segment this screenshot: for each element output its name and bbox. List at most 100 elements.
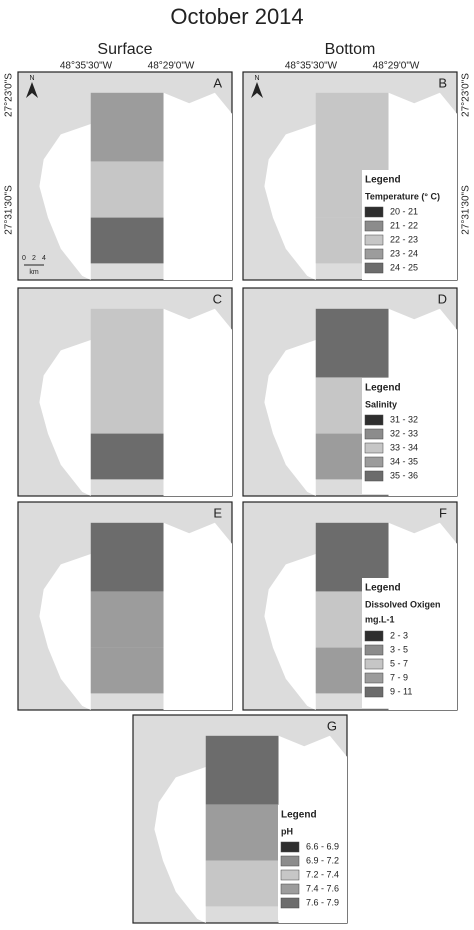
legend-units: mg.L-1 [365,614,395,624]
map-panel [17,287,233,497]
legend-title: Temperature (° C) [365,191,440,201]
contour-zone [90,161,164,218]
legend-swatch [364,262,384,274]
map-water [39,340,91,496]
legend-label: 31 - 32 [390,414,418,424]
legend-swatch [364,672,384,684]
scale-unit: km [29,269,39,276]
column-title: Bottom [325,41,376,58]
legend-label: 34 - 35 [390,456,418,466]
map-water [39,124,91,280]
map-panel [17,71,233,281]
latitude-label: 27°31'30"S [461,185,472,235]
contour-zone [90,217,164,264]
panel-label: C [213,291,222,306]
legend-title: Salinity [365,399,397,409]
legend-label: 22 - 23 [390,234,418,244]
panel-label: F [439,505,447,520]
legend-swatch [364,644,384,656]
north-label: N [29,75,34,82]
contour-zone [90,92,164,162]
legend-label: 32 - 33 [390,428,418,438]
column-title: Surface [97,41,152,58]
legend-swatch [364,206,384,218]
panel-label: G [327,718,337,733]
legend-swatch [364,220,384,232]
map-water [154,767,206,923]
scale-tick: 0 [22,255,26,262]
legend-label: 20 - 21 [390,206,418,216]
contour-zone [90,308,164,378]
legend-title: Dissolved Oxigen [365,599,441,609]
panel-label: B [438,75,447,90]
legend-label: 9 - 11 [390,686,412,696]
latitude-label: 27°31'30"S [4,185,15,235]
contour-zone [205,860,279,907]
map-panel [17,501,233,711]
legend-swatch [280,897,300,909]
north-arrow [26,82,38,98]
legend-swatch [280,855,300,867]
legend-label: 24 - 25 [390,262,418,272]
legend-label: 7.6 - 7.9 [306,897,339,907]
contour-zone [90,377,164,434]
panel-label: D [438,291,447,306]
contour-zone [90,433,164,480]
legend-swatch [364,248,384,260]
contour-zone [315,92,389,162]
figure-title: October 2014 [170,4,303,29]
panel-label: E [213,505,222,520]
longitude-label: 48°29'0"W [148,61,195,72]
legend-swatch [364,686,384,698]
legend-title: pH [281,826,293,836]
legend-swatch [364,470,384,482]
contour-zone [315,308,389,378]
legend-swatch [364,630,384,642]
legend-label: 7 - 9 [390,672,408,682]
map-water [264,554,316,710]
longitude-label: 48°29'0"W [373,61,420,72]
legend-label: 7.2 - 7.4 [306,869,339,879]
legend-label: 21 - 22 [390,220,418,230]
legend-heading: Legend [365,383,401,394]
map-water [39,554,91,710]
longitude-label: 48°35'30"W [60,61,113,72]
legend-label: 7.4 - 7.6 [306,883,339,893]
latitude-label: 27°23'0"S [4,73,15,117]
map-water [163,522,232,710]
legend-label: 23 - 24 [390,248,418,258]
legend-swatch [280,841,300,853]
panel-label: A [213,75,222,90]
legend-label: 5 - 7 [390,658,408,668]
north-arrow [251,82,263,98]
legend-box [362,578,456,708]
north-label: N [254,75,259,82]
legend-swatch [364,658,384,670]
legend-swatch [280,869,300,881]
legend-label: 33 - 34 [390,442,418,452]
map-water [163,92,232,280]
legend-swatch [280,883,300,895]
legend-heading: Legend [365,583,401,594]
legend-heading: Legend [365,175,401,186]
contour-zone [205,735,279,805]
latitude-label: 27°23'0"S [461,73,472,117]
contour-zone [90,591,164,648]
scale-tick: 4 [42,255,46,262]
legend-label: 6.6 - 6.9 [306,841,339,851]
legend-swatch [364,234,384,246]
contour-zone [90,647,164,694]
legend-label: 6.9 - 7.2 [306,855,339,865]
legend-swatch [364,414,384,426]
legend-swatch [364,456,384,468]
map-water [264,340,316,496]
contour-zone [90,522,164,592]
longitude-label: 48°35'30"W [285,61,338,72]
legend-heading: Legend [281,810,317,821]
contour-zone [205,804,279,861]
legend-swatch [364,442,384,454]
legend-label: 3 - 5 [390,644,408,654]
map-water [163,308,232,496]
scale-tick: 2 [32,255,36,262]
